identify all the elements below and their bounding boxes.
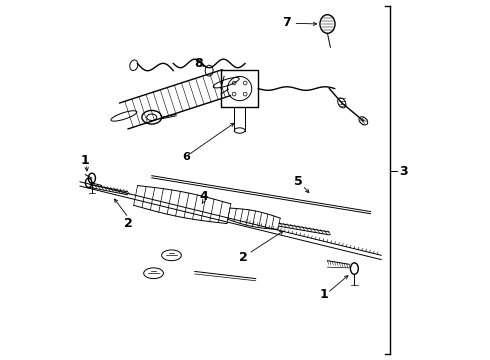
Text: 3: 3 bbox=[399, 165, 408, 177]
Text: 2: 2 bbox=[239, 251, 247, 264]
Text: 4: 4 bbox=[199, 190, 208, 203]
Text: 8: 8 bbox=[194, 57, 203, 70]
Text: 7: 7 bbox=[282, 16, 291, 29]
Text: 2: 2 bbox=[124, 216, 133, 230]
Text: 6: 6 bbox=[182, 152, 190, 162]
Text: 1: 1 bbox=[319, 288, 328, 301]
Text: 1: 1 bbox=[81, 154, 90, 167]
Text: 5: 5 bbox=[294, 175, 303, 188]
